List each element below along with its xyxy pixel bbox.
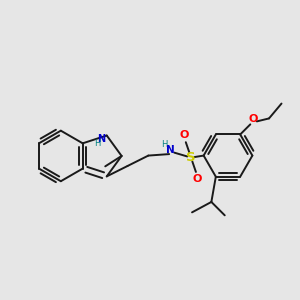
- Text: N: N: [97, 134, 106, 144]
- Text: N: N: [166, 145, 174, 154]
- Text: S: S: [186, 151, 196, 164]
- Text: O: O: [180, 130, 189, 140]
- Text: O: O: [193, 174, 202, 184]
- Text: H: H: [161, 140, 167, 149]
- Text: H: H: [94, 139, 101, 148]
- Text: O: O: [249, 114, 258, 124]
